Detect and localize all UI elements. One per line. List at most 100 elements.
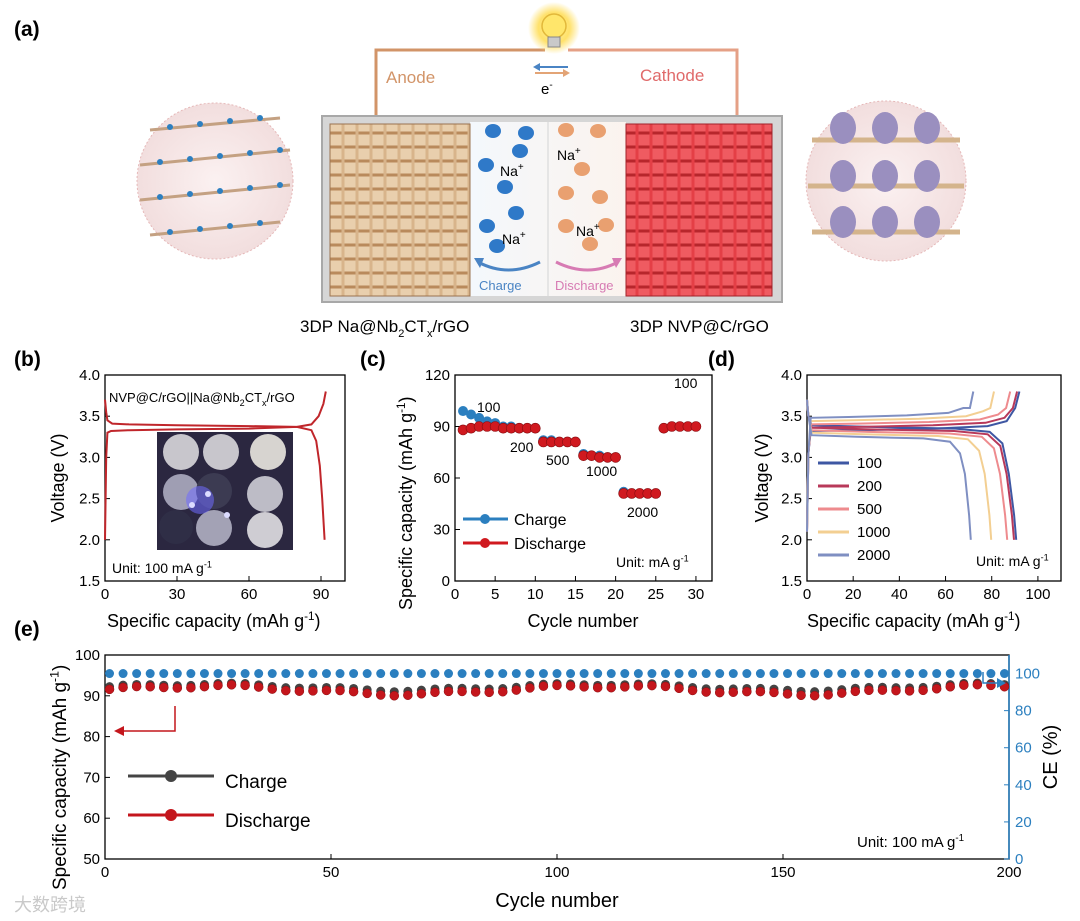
ce-point [620,669,630,679]
ce-point [999,669,1009,679]
electron-arrows [533,63,570,77]
x-tick-label: 15 [567,586,584,603]
ce-point [308,669,318,679]
ce-point [118,669,128,679]
y-tick-label: 3.5 [79,408,100,425]
discharge-point [904,686,915,696]
rate-label: 200 [510,439,534,455]
y-tick-label: 60 [433,470,450,487]
discharge-point [864,685,874,696]
charge-point [474,412,485,423]
ce-point [362,669,372,679]
discharge-point [538,681,549,691]
chart-b-unit: Unit: 100 mA g-1 [112,559,212,576]
ce-point [105,669,115,679]
charge-point [458,406,469,417]
ce-point [199,669,209,679]
ce-point [145,669,155,679]
x-tick-label: 30 [169,586,186,603]
y-tick-label: 0 [442,573,450,590]
ce-point [132,669,142,679]
discharge-point [647,680,657,691]
y-right-tick-label: 20 [1015,814,1032,831]
ce-point [932,669,942,679]
cathode-structure-zoom [805,100,967,262]
anode-label: Anode [386,68,435,87]
na-label-3: Na+ [557,146,581,163]
ce-point [877,669,887,679]
discharge-point [253,682,264,692]
ce-point [172,669,182,679]
ce-point [701,669,711,679]
discharge-point [837,688,847,698]
discharge-point [484,687,494,698]
ce-point [972,669,982,679]
legend-label-200: 200 [857,478,882,495]
x-tick-label: 10 [527,586,544,603]
ce-point [918,669,928,679]
anode-block [329,123,471,297]
discharge-point [530,422,541,434]
y-tick-label: 4.0 [79,367,100,384]
discharge-point [430,687,440,698]
discharge-point [443,686,454,697]
panel-c: (c) 0 5 10 15 20 25 30 0 30 60 90 120 100 200 500 1000 2… [360,348,713,631]
chart-d-axes: 0 20 40 60 80 100 1.5 2.0 2.5 3.0 3.5 4.0 100 200 500 1… [752,367,1062,631]
discharge-point [782,689,793,699]
legend-label-500: 500 [857,501,882,518]
discharge-point [687,685,698,696]
y-tick-label: 3.0 [79,449,100,466]
anode-wire [374,48,545,118]
x-tick-label: 30 [688,586,705,603]
right-axis-arrow [982,672,1000,684]
x-tick-label: 60 [937,586,954,603]
na-label-2: Na+ [502,230,526,247]
curve-charge [104,391,327,540]
legend-discharge-marker [480,538,490,548]
ce-point [471,669,481,679]
chart-c-unit: Unit: mA g-1 [616,553,689,570]
discharge-point [570,436,581,448]
left-axis-arrow [122,706,176,732]
y-tick-label: 50 [83,851,100,868]
anode-caption: 3DP Na@Nb2CTx/rGO [300,317,469,340]
discharge-point [690,421,702,432]
y-tick-label: 100 [75,647,100,664]
discharge-point [959,680,969,690]
discharge-point [416,689,427,699]
ce-point [552,669,562,679]
discharge-point [633,681,644,691]
ce-point [254,669,264,679]
y-tick-label: 80 [83,729,100,746]
panel-label-a: (a) [14,18,40,41]
discharge-point [375,690,386,700]
ce-point [783,669,793,679]
x-tick-label: 80 [983,586,1000,603]
cathode-block [625,123,773,297]
curve-2000-discharge [806,399,972,540]
ce-point [864,669,874,679]
ce-point [579,669,589,679]
legend-discharge-label: Discharge [514,536,586,553]
discharge-point [335,685,345,696]
discharge-point [610,452,621,463]
discharge-point [620,682,630,692]
discharge-point [606,682,616,693]
ce-point [335,669,345,679]
legend-charge-label: Charge [225,772,287,793]
y-tick-label: 3.5 [781,408,802,425]
ce-point [525,669,535,679]
discharge-point [579,682,589,692]
y-tick-label: 70 [83,769,100,786]
discharge-point [159,682,169,693]
ce-point [660,669,670,679]
y-right-tick-label: 100 [1015,666,1040,683]
x-tick-label: 0 [803,586,811,603]
discharge-point [742,686,752,697]
discharge-point [592,682,603,693]
chart-c-xlabel: Cycle number [527,611,638,631]
legend-charge-marker [480,514,490,524]
ce-point [498,669,508,679]
discharge-point [457,686,467,697]
legend-charge-label: Charge [514,512,567,529]
